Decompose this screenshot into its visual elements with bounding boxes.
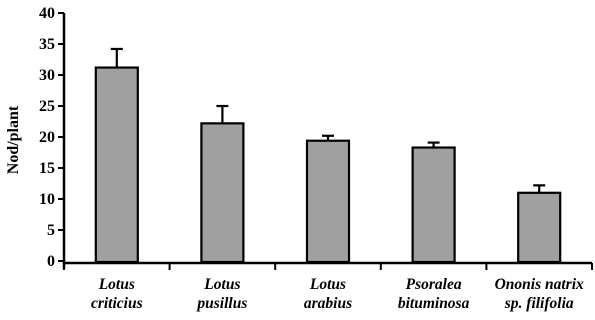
bar bbox=[411, 146, 456, 264]
bar bbox=[200, 122, 245, 264]
y-tick-label: 0 bbox=[47, 253, 55, 270]
x-category-label: Psoralea bituminosa bbox=[398, 276, 470, 312]
y-tick-label: 40 bbox=[39, 5, 55, 22]
y-tick-label: 5 bbox=[47, 222, 55, 239]
y-tick-label: 30 bbox=[39, 67, 55, 84]
bar bbox=[94, 66, 139, 264]
y-tick-label: 25 bbox=[39, 98, 55, 115]
y-tick-label: 35 bbox=[39, 36, 55, 53]
y-axis: 0 5 10 15 20 25 30 35 40 bbox=[39, 5, 66, 270]
y-tick-label: 15 bbox=[39, 160, 55, 177]
x-category-label: Ononis natrix sp. filifolia bbox=[495, 276, 584, 312]
y-axis-title: Nod/plant bbox=[5, 105, 22, 174]
bar bbox=[517, 191, 562, 264]
y-tick-label: 10 bbox=[39, 191, 55, 208]
x-axis: Lotus criticius Lotus pusillus Lotus arabius P… bbox=[63, 261, 593, 312]
x-category-label: Lotus criticius bbox=[91, 276, 143, 312]
y-tick-label: 20 bbox=[39, 129, 55, 146]
bar bbox=[305, 139, 351, 264]
x-category-label: Lotus arabius bbox=[304, 276, 352, 312]
bars bbox=[94, 47, 562, 264]
x-category-label: Lotus pusillus bbox=[195, 276, 247, 312]
